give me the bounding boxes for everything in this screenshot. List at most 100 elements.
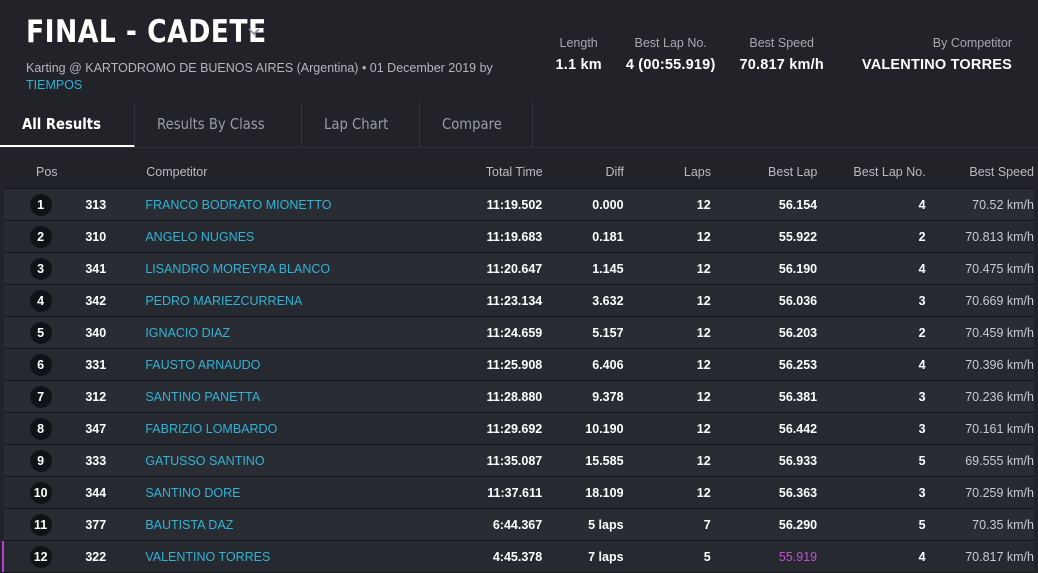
table-row[interactable]: 5 340 IGNACIO DIAZ 11:24.659 5.157 12 56.203 2 7… (4, 317, 1034, 349)
pos-cell: 11 (4, 513, 85, 536)
position-badge: 3 (29, 257, 52, 280)
title-wrap[interactable]: FINAL - CADETE (26, 14, 306, 50)
table-row[interactable]: 1 313 FRANCO BODRATO MIONETTO 11:19.502 0.00… (4, 189, 1034, 221)
best-speed: 70.475 km/h (965, 261, 1034, 276)
best-lap-no: 3 (918, 293, 926, 308)
best-lap: 56.363 (778, 485, 818, 500)
col-total-time[interactable]: Total Time (485, 165, 543, 179)
col-best-lap-no[interactable]: Best Lap No. (853, 165, 926, 179)
competitor-name[interactable]: PEDRO MARIEZCURRENA (145, 293, 303, 308)
pos-cell: 2 (4, 225, 85, 248)
competitor-name[interactable]: SANTINO DORE (145, 485, 241, 500)
stat-length: Length 1.1 km (555, 36, 601, 73)
best-lap-no: 4 (918, 357, 926, 372)
diff: 9.378 (592, 389, 624, 404)
position-badge: 1 (29, 193, 52, 216)
diff: 1.145 (592, 261, 624, 276)
competitor-number: 310 (85, 229, 107, 244)
results-tabs: All Results Results By Class Lap Chart C… (0, 102, 534, 148)
col-best-lap[interactable]: Best Lap (768, 165, 818, 179)
table-row[interactable]: 3 341 LISANDRO MOREYRA BLANCO 11:20.647 1.14… (4, 253, 1034, 285)
best-speed: 69.555 km/h (965, 453, 1034, 468)
laps: 12 (696, 453, 711, 468)
competitor-name[interactable]: LISANDRO MOREYRA BLANCO (145, 261, 331, 276)
subtitle-text: Karting @ KARTODROMO DE BUENOS AIRES (Ar… (26, 61, 493, 75)
competitor-name[interactable]: FRANCO BODRATO MIONETTO (145, 197, 332, 212)
diff: 0.181 (592, 229, 624, 244)
diff: 5.157 (592, 325, 624, 340)
results-table: Pos Competitor Total Time Diff Laps Best… (2, 156, 1034, 573)
col-competitor[interactable]: Competitor (146, 165, 208, 179)
table-row[interactable]: 10 344 SANTINO DORE 11:37.611 18.109 12 56.363… (4, 477, 1034, 509)
tab-results-by-class[interactable]: Results By Class (135, 102, 303, 148)
competitor-name[interactable]: SANTINO PANETTA (145, 389, 261, 404)
laps: 12 (696, 261, 711, 276)
best-speed: 70.813 km/h (965, 229, 1034, 244)
total-time: 11:20.647 (486, 261, 543, 276)
best-lap: 55.922 (778, 229, 818, 244)
stat-label: Length (559, 36, 598, 50)
best-lap-no: 3 (918, 389, 926, 404)
diff: 5 laps (588, 517, 624, 532)
competitor-name[interactable]: IGNACIO DIAZ (145, 325, 231, 340)
stat-value: 70.817 km/h (739, 57, 824, 73)
tab-compare[interactable]: Compare (420, 102, 534, 148)
table-row[interactable]: 11 377 BAUTISTA DAZ 6:44.367 5 laps 7 56.290 5 7… (4, 509, 1034, 541)
col-diff[interactable]: Diff (605, 165, 624, 179)
total-time: 11:28.880 (486, 389, 543, 404)
competitor-number: 331 (85, 357, 107, 372)
best-lap-no: 2 (918, 325, 926, 340)
col-laps[interactable]: Laps (683, 165, 711, 179)
tab-all-results[interactable]: All Results (0, 102, 135, 148)
col-pos[interactable]: Pos (36, 165, 58, 179)
diff: 0.000 (592, 197, 624, 212)
best-lap: 55.919 (778, 549, 818, 564)
diff: 15.585 (585, 453, 624, 468)
best-lap-no: 4 (918, 549, 926, 564)
competitor-name[interactable]: VALENTINO TORRES (145, 549, 271, 564)
competitor-number: 344 (85, 485, 107, 500)
best-lap: 56.190 (778, 261, 818, 276)
competitor-number: 340 (85, 325, 107, 340)
best-lap: 56.203 (778, 325, 818, 340)
competitor-name[interactable]: BAUTISTA DAZ (145, 517, 234, 532)
total-time: 11:24.659 (486, 325, 543, 340)
table-row[interactable]: 6 331 FAUSTO ARNAUDO 11:25.908 6.406 12 56.253… (4, 349, 1034, 381)
table-row[interactable]: 8 347 FABRIZIO LOMBARDO 11:29.692 10.190 12 56… (4, 413, 1034, 445)
total-time: 11:19.502 (486, 197, 543, 212)
organizer-link[interactable]: TIEMPOS (26, 78, 83, 92)
table-row[interactable]: 12 322 VALENTINO TORRES 4:45.378 7 laps 5 55.9… (2, 541, 1034, 573)
competitor-name[interactable]: FABRIZIO LOMBARDO (145, 421, 278, 436)
laps: 12 (696, 325, 711, 340)
tab-lap-chart[interactable]: Lap Chart (302, 102, 421, 148)
competitor-name[interactable]: GATUSSO SANTINO (145, 453, 265, 468)
best-lap: 56.154 (778, 197, 818, 212)
total-time: 6:44.367 (492, 517, 543, 532)
col-best-speed[interactable]: Best Speed (969, 165, 1034, 179)
table-row[interactable]: 4 342 PEDRO MARIEZCURRENA 11:23.134 3.632 12 5… (4, 285, 1034, 317)
best-lap: 56.290 (778, 517, 818, 532)
best-speed: 70.259 km/h (965, 485, 1034, 500)
pos-cell: 12 (4, 545, 85, 568)
total-time: 11:23.134 (486, 293, 543, 308)
position-badge: 11 (29, 513, 52, 536)
competitor-name[interactable]: FAUSTO ARNAUDO (145, 357, 261, 372)
stat-label: Best Speed (749, 36, 815, 50)
total-time: 11:19.683 (486, 229, 543, 244)
competitor-number: 347 (85, 421, 107, 436)
diff: 6.406 (592, 357, 624, 372)
competitor-name[interactable]: ANGELO NUGNES (145, 229, 255, 244)
diff: 3.632 (592, 293, 624, 308)
session-stats: Length 1.1 km Best Lap No. 4 (00:55.919)… (531, 36, 1012, 73)
position-badge: 4 (29, 289, 52, 312)
best-speed: 70.669 km/h (965, 293, 1034, 308)
best-lap: 56.036 (778, 293, 818, 308)
table-row[interactable]: 9 333 GATUSSO SANTINO 11:35.087 15.585 12 56.9… (4, 445, 1034, 477)
tabs-divider (0, 147, 1038, 148)
laps: 12 (696, 293, 711, 308)
best-speed: 70.35 km/h (972, 517, 1034, 532)
pos-cell: 6 (4, 353, 85, 376)
table-row[interactable]: 2 310 ANGELO NUGNES 11:19.683 0.181 12 55.922 2… (4, 221, 1034, 253)
chevron-down-icon[interactable] (246, 26, 262, 38)
table-row[interactable]: 7 312 SANTINO PANETTA 11:28.880 9.378 12 56.38… (4, 381, 1034, 413)
